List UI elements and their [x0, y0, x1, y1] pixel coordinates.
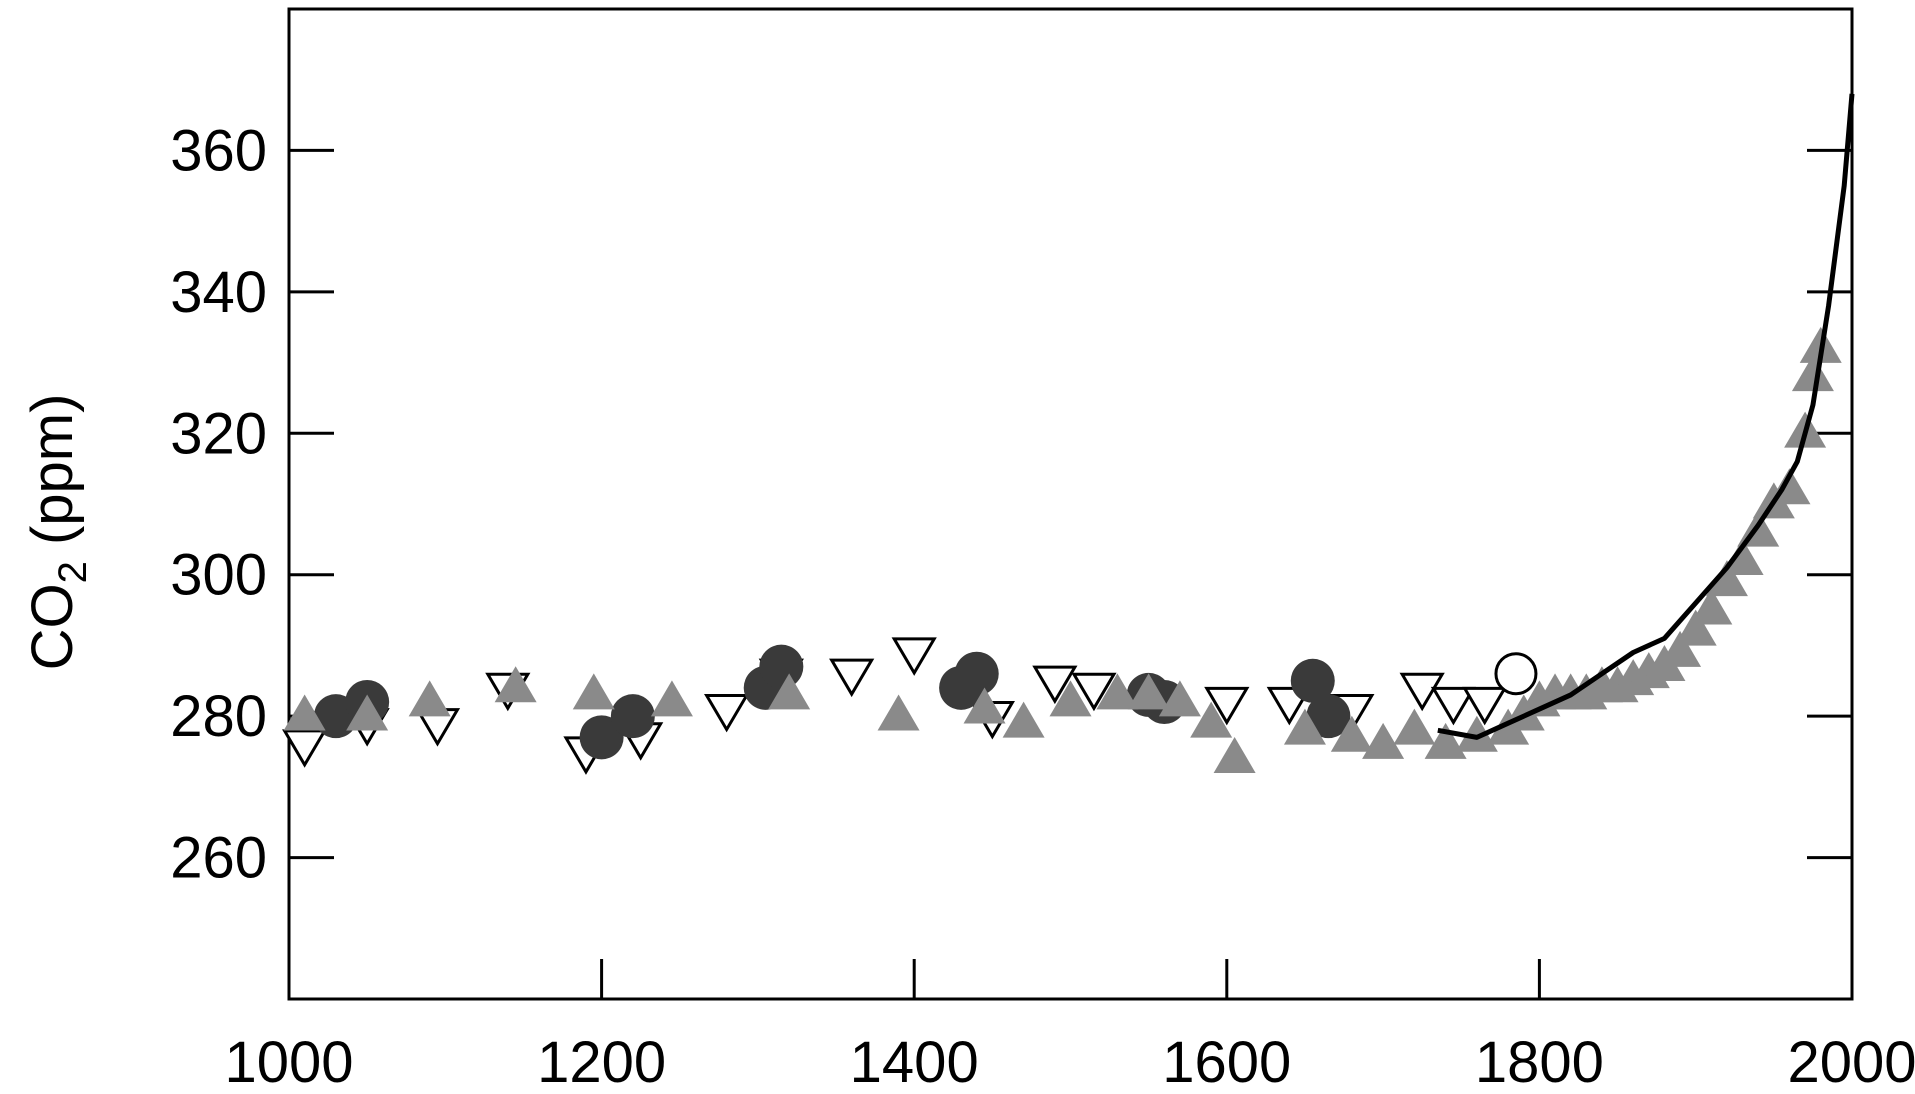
gray-triangle-point — [1424, 722, 1467, 759]
gray-triangle-point — [1002, 701, 1045, 738]
x-ticks: 1000 1200 1400 1600 1800 2000 — [224, 959, 1915, 1094]
y-tick-label: 300 — [170, 543, 267, 608]
gray-triangle-point — [1362, 722, 1405, 759]
open-circle-point — [1494, 652, 1538, 696]
open-triangle-point — [1462, 686, 1508, 726]
data-marks — [282, 93, 1855, 775]
open-triangle-point — [1430, 686, 1477, 726]
gray-triangle-point — [877, 694, 920, 731]
gray-triangle-point — [1393, 708, 1436, 745]
y-axis-title-unit: (ppm) — [20, 394, 85, 545]
gray-triangle-point — [768, 673, 811, 710]
y-tick-label: 320 — [170, 401, 267, 466]
gray-triangle-point — [1190, 701, 1233, 738]
open-triangle-point — [1032, 665, 1078, 705]
gray-triangle-point — [1721, 538, 1764, 575]
plot-frame — [287, 7, 1854, 1001]
x-tick-label: 1200 — [537, 1030, 666, 1089]
dark-circle-point — [579, 715, 624, 760]
y-axis-title: CO2 (ppm) — [20, 394, 95, 671]
x-tick-label: 1000 — [224, 1030, 353, 1089]
gray-triangle-point — [494, 666, 537, 703]
gray-triangle-point — [1791, 355, 1834, 392]
x-tick-label: 1400 — [850, 1030, 979, 1089]
open-triangle-point — [891, 637, 937, 676]
dark-circle-point — [954, 651, 999, 696]
open-triangle-point — [282, 729, 328, 768]
dark-circle-point — [1306, 694, 1351, 739]
open-triangle-point — [829, 658, 875, 698]
x-tick-label: 1600 — [1162, 1030, 1291, 1089]
open-triangle-point — [1071, 672, 1117, 712]
gray-triangle-point — [1096, 673, 1139, 710]
gray-triangle-point — [346, 694, 389, 731]
gray-triangle-point — [1690, 588, 1733, 625]
gray-triangle-point — [1455, 715, 1498, 752]
gray-triangle-point — [650, 680, 693, 717]
open-triangle-point — [1399, 672, 1445, 712]
dark-circle-point — [1290, 658, 1335, 703]
y-tick-label: 340 — [170, 260, 267, 325]
gray-triangle-point — [572, 673, 615, 710]
y-axis-title-sub: 2 — [51, 561, 95, 583]
gray-triangle-point — [1674, 609, 1717, 646]
open-triangle-point — [1204, 686, 1250, 726]
y-axis-title-main: CO — [20, 583, 85, 670]
co2-line — [1437, 93, 1855, 740]
gray-triangle-point — [963, 687, 1006, 724]
y-tick-label: 360 — [170, 118, 267, 183]
open-triangle-point — [704, 693, 750, 733]
svg-text:CO2 (ppm): CO2 (ppm) — [20, 394, 95, 671]
gray-triangle-point — [283, 694, 326, 731]
gray-triangle-point — [1049, 680, 1092, 717]
gray-triangle-point — [1213, 736, 1256, 773]
gray-triangle-point — [1705, 560, 1748, 597]
dark-circle-point — [759, 644, 804, 689]
y-ticks: 260 280 300 320 340 360 — [170, 118, 1852, 891]
x-tick-label: 1800 — [1475, 1030, 1604, 1089]
gray-triangle-point — [408, 680, 451, 717]
dark-circle-point — [610, 694, 655, 739]
gray-triangle-point — [1659, 630, 1702, 667]
y-tick-label: 260 — [170, 826, 267, 891]
gray-triangle-point — [1127, 673, 1170, 710]
gray-triangle-point — [1158, 680, 1201, 717]
x-tick-label: 2000 — [1787, 1030, 1915, 1089]
gray-triangle-point — [1330, 715, 1373, 752]
y-tick-label: 280 — [170, 684, 267, 749]
gray-triangle-point — [1283, 708, 1326, 745]
